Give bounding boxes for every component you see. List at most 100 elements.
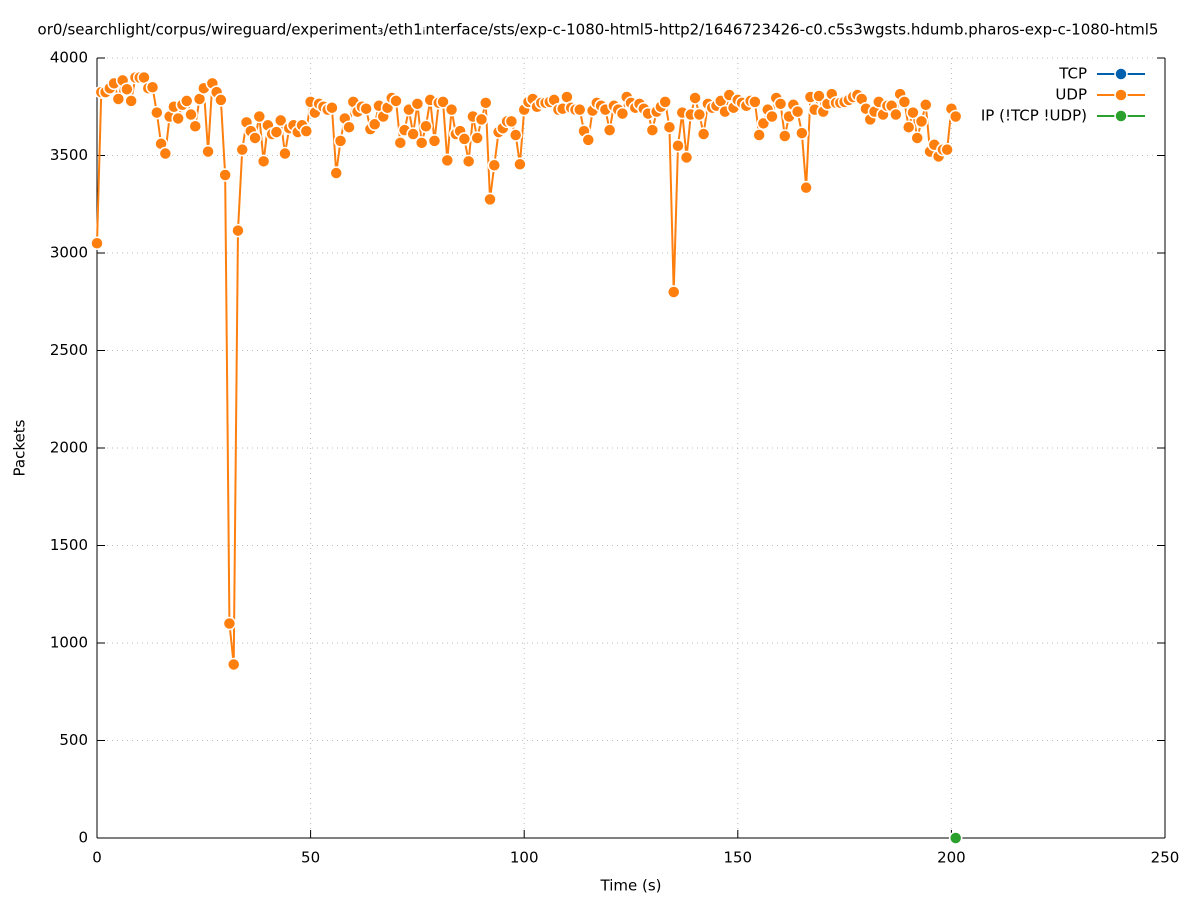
data-point	[487, 158, 502, 172]
data-point	[662, 120, 677, 134]
data-point	[222, 616, 237, 631]
data-point	[410, 97, 425, 111]
data-point	[367, 117, 382, 132]
data-point	[504, 114, 519, 129]
data-point	[248, 131, 262, 145]
data-point	[90, 236, 104, 250]
y-tick-label: 1500	[50, 536, 88, 554]
data-point	[773, 97, 788, 111]
data-point	[470, 131, 484, 145]
data-point	[393, 136, 408, 150]
legend-label: TCP	[1058, 65, 1087, 83]
data-point	[124, 94, 138, 108]
data-point	[658, 95, 672, 109]
legend-label: IP (!TCP !UDP)	[981, 107, 1087, 125]
data-point	[235, 142, 249, 157]
data-point	[919, 98, 933, 112]
legend-label: UDP	[1055, 86, 1087, 104]
data-point	[692, 107, 707, 122]
data-point	[325, 100, 339, 115]
data-point	[414, 136, 429, 150]
x-tick-label: 50	[301, 849, 320, 867]
x-tick-label: 200	[937, 849, 966, 867]
data-point	[188, 119, 203, 133]
data-point	[179, 94, 194, 108]
data-point	[897, 95, 912, 109]
data-point	[679, 150, 694, 165]
data-point	[688, 91, 702, 105]
data-point	[615, 106, 630, 121]
data-point	[940, 142, 954, 157]
data-point	[333, 134, 348, 148]
data-point	[795, 126, 809, 140]
legend-swatch-dot	[1114, 88, 1128, 102]
data-point	[645, 123, 660, 137]
data-point	[111, 92, 126, 106]
data-point	[696, 127, 711, 141]
data-point	[799, 180, 813, 195]
data-point	[150, 105, 164, 120]
legend-swatch-dot	[1114, 67, 1128, 81]
data-point	[299, 124, 314, 138]
y-tick-label: 3500	[50, 146, 88, 164]
data-point	[120, 82, 134, 96]
data-point	[419, 119, 433, 133]
data-point	[273, 113, 288, 128]
data-point	[329, 166, 343, 180]
data-point	[572, 102, 587, 117]
data-point	[231, 223, 245, 238]
data-point	[479, 96, 493, 110]
data-point	[278, 146, 292, 161]
data-point	[765, 109, 779, 124]
data-point	[666, 285, 681, 299]
data-point	[427, 134, 442, 148]
data-point	[671, 139, 685, 153]
data-point	[214, 93, 228, 107]
x-tick-label: 0	[92, 849, 102, 867]
data-point	[256, 154, 271, 169]
data-point	[269, 125, 284, 139]
data-point	[461, 154, 476, 169]
y-tick-label: 0	[78, 829, 88, 847]
data-point	[184, 107, 198, 122]
legend-swatch-dot	[1114, 109, 1128, 123]
data-point	[389, 94, 403, 108]
data-point	[474, 112, 489, 127]
data-point	[359, 101, 373, 116]
data-point	[812, 89, 826, 103]
data-point	[889, 107, 903, 122]
data-point	[171, 111, 185, 126]
data-point	[948, 109, 963, 124]
data-point	[901, 120, 916, 134]
data-point	[158, 146, 173, 161]
y-tick-label: 3000	[50, 244, 88, 262]
data-point	[581, 133, 596, 147]
data-point	[602, 123, 617, 137]
y-tick-label: 500	[59, 731, 88, 749]
data-point	[948, 831, 963, 845]
data-point	[748, 95, 762, 109]
data-point	[513, 157, 527, 172]
data-point	[906, 105, 920, 120]
x-tick-label: 100	[510, 849, 539, 867]
data-point	[440, 153, 455, 168]
data-point	[483, 192, 497, 207]
y-axis-label: Packets	[11, 419, 29, 476]
data-point	[406, 127, 420, 141]
data-point	[201, 144, 215, 159]
data-point	[252, 109, 267, 124]
y-tick-label: 2500	[50, 341, 88, 359]
data-point	[914, 114, 929, 129]
data-point	[752, 128, 766, 142]
y-tick-label: 1000	[50, 634, 88, 652]
y-tick-label: 2000	[50, 439, 88, 457]
data-point	[778, 129, 792, 143]
data-point	[436, 95, 450, 109]
data-point	[145, 80, 160, 94]
chart-title: or0/searchlight/corpus/wireguard/experim…	[38, 21, 1159, 39]
data-point	[790, 104, 805, 119]
data-point	[342, 120, 356, 134]
x-tick-label: 250	[1151, 849, 1180, 867]
